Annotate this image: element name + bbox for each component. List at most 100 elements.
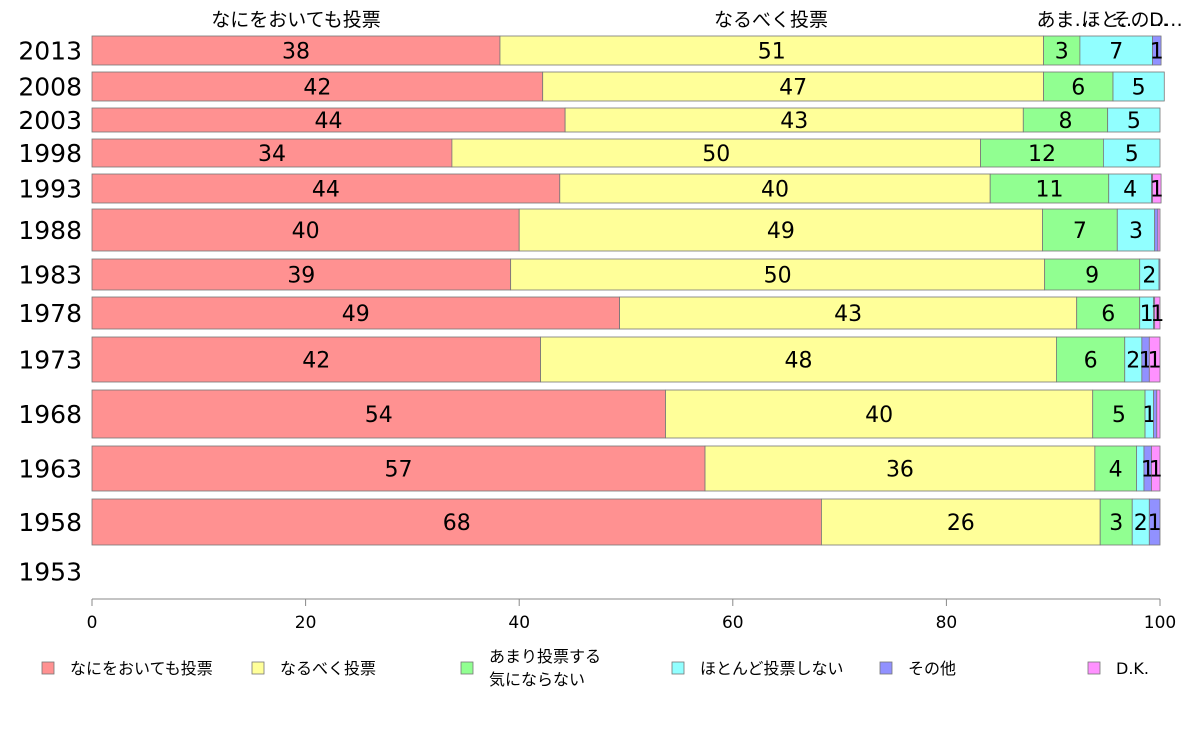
bar-segment bbox=[1094, 445, 1137, 492]
data-label: 6 bbox=[1071, 76, 1085, 101]
legend-item: D.K. bbox=[1087, 659, 1149, 678]
bar-segment bbox=[540, 336, 1057, 383]
bar-segment bbox=[1022, 107, 1109, 133]
category-label: 1958 bbox=[18, 508, 82, 537]
legend-swatch bbox=[41, 661, 55, 675]
category-label: 1988 bbox=[18, 216, 82, 245]
bar-segment bbox=[1158, 258, 1161, 291]
legend-label: あまり投票する bbox=[489, 647, 601, 666]
header-label: その… bbox=[1111, 9, 1168, 31]
x-tick-label: 20 bbox=[295, 613, 317, 633]
bar-segment bbox=[1099, 498, 1133, 546]
x-tick-label: 80 bbox=[936, 613, 958, 633]
bar-segment bbox=[559, 173, 991, 204]
data-label: 48 bbox=[784, 349, 812, 374]
data-label: 4 bbox=[1109, 458, 1123, 483]
category-label: 1978 bbox=[18, 299, 82, 328]
bar-segment bbox=[1148, 498, 1161, 546]
data-label: 6 bbox=[1084, 349, 1098, 374]
legend-item: その他 bbox=[879, 659, 956, 678]
category-label: 1963 bbox=[18, 455, 82, 484]
data-label: 57 bbox=[385, 458, 413, 483]
bar-segment bbox=[1044, 258, 1141, 291]
bar-segment bbox=[91, 389, 666, 439]
header-label: なるべく投票 bbox=[714, 9, 828, 31]
data-label: 42 bbox=[302, 349, 330, 374]
category-label: 1998 bbox=[18, 139, 82, 168]
data-label: 40 bbox=[865, 403, 893, 428]
data-label: 4 bbox=[1123, 178, 1137, 203]
data-label: 50 bbox=[764, 264, 792, 289]
x-tick-label: 0 bbox=[87, 613, 98, 633]
category-label: 1953 bbox=[18, 558, 82, 587]
data-label: 6 bbox=[1101, 302, 1115, 327]
bar-segment bbox=[91, 71, 544, 102]
data-label: 7 bbox=[1109, 40, 1123, 65]
data-label: 5 bbox=[1112, 403, 1126, 428]
data-label: 5 bbox=[1132, 76, 1146, 101]
bar-segment bbox=[1107, 107, 1161, 133]
bar-segment bbox=[1154, 296, 1161, 330]
legend-label: 気にならない bbox=[489, 670, 585, 689]
data-label: 2 bbox=[1126, 349, 1140, 374]
data-label: 2 bbox=[1134, 511, 1148, 536]
data-label: 3 bbox=[1055, 40, 1069, 65]
bar-segment bbox=[499, 35, 1044, 66]
data-label: 47 bbox=[779, 76, 807, 101]
data-label: 44 bbox=[315, 109, 343, 134]
legend-swatch bbox=[460, 661, 474, 675]
category-label: 1973 bbox=[18, 346, 82, 375]
data-label: 50 bbox=[702, 142, 730, 167]
bar-segment bbox=[665, 389, 1094, 439]
data-label: 3 bbox=[1109, 511, 1123, 536]
bar-segment bbox=[518, 208, 1043, 252]
data-label: 36 bbox=[886, 458, 914, 483]
bar-segment bbox=[1152, 173, 1162, 204]
data-label: 1 bbox=[1140, 302, 1154, 327]
x-tick-label: 60 bbox=[722, 613, 744, 633]
bar-segment bbox=[1153, 389, 1158, 439]
header-label: なにをおいても投票 bbox=[211, 9, 380, 31]
bar-segment bbox=[91, 35, 501, 66]
data-label: 40 bbox=[292, 219, 320, 244]
legend-item: ほとんど投票しない bbox=[671, 659, 844, 678]
legend-swatch bbox=[879, 661, 893, 675]
data-label: 7 bbox=[1073, 219, 1087, 244]
x-tick-label: 40 bbox=[508, 613, 530, 633]
bar-segment bbox=[1116, 208, 1156, 252]
category-label: 1993 bbox=[18, 175, 82, 204]
header-label: ほと… bbox=[1081, 9, 1138, 31]
data-label: 9 bbox=[1085, 264, 1099, 289]
bar-segment bbox=[510, 258, 1046, 291]
bar-segment bbox=[91, 336, 541, 383]
data-label: 1 bbox=[1150, 40, 1164, 65]
data-label: 5 bbox=[1125, 142, 1139, 167]
bar-segment bbox=[91, 258, 512, 291]
data-label: 42 bbox=[303, 76, 331, 101]
data-label: 34 bbox=[258, 142, 286, 167]
legend-label: なにをおいても投票 bbox=[70, 659, 213, 678]
data-label: 43 bbox=[834, 302, 862, 327]
data-label: 54 bbox=[365, 403, 393, 428]
legend-item: なるべく投票 bbox=[251, 659, 376, 678]
legend-item: なにをおいても投票 bbox=[41, 659, 213, 678]
data-label: 2 bbox=[1142, 264, 1156, 289]
bar-segment bbox=[1108, 173, 1152, 204]
x-tick-label: 100 bbox=[1144, 613, 1176, 633]
bar-segment bbox=[1112, 71, 1165, 102]
bar-segment bbox=[1042, 208, 1118, 252]
legend-swatch bbox=[251, 661, 265, 675]
data-label: 43 bbox=[780, 109, 808, 134]
category-label: 1983 bbox=[18, 261, 82, 290]
category-label: 2013 bbox=[18, 37, 82, 66]
legend-label: その他 bbox=[908, 659, 956, 678]
data-label: 51 bbox=[758, 40, 786, 65]
data-label: 1 bbox=[1148, 511, 1162, 536]
data-label: 26 bbox=[947, 511, 975, 536]
data-label: 49 bbox=[342, 302, 370, 327]
bar-segment bbox=[1043, 35, 1081, 66]
data-label: 1 bbox=[1148, 349, 1162, 374]
bar-segment bbox=[1102, 138, 1161, 168]
